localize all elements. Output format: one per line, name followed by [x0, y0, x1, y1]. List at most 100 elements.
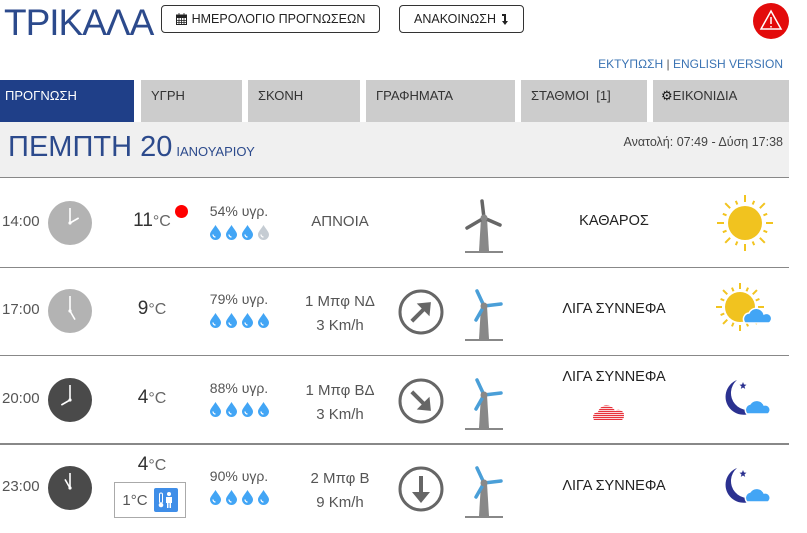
humidity: 54% υγρ. [199, 203, 279, 243]
feels-like-box: 1°C [114, 482, 186, 518]
tab-stations[interactable]: ΣΤΑΘΜΟΙ [1] [521, 80, 647, 122]
tab-wet[interactable]: ΥΓΡΗ [141, 80, 242, 122]
temperature: 9°C [117, 298, 187, 320]
forecast-calendar-button[interactable]: ΗΜΕΡΟΛΟΓΙΟ ΠΡΟΓΝΩΣΕΩΝ [161, 5, 380, 33]
temperature-unit: °C [152, 213, 171, 230]
tab-icons[interactable]: ⚙ΕΙΚΟΝΙΔΙΑ [653, 80, 789, 122]
wind: 1 Μπφ ΝΔ 3 Km/h [285, 290, 395, 338]
forecast-time: 14:00 [2, 213, 40, 230]
tab-forecast[interactable]: ΠΡΟΓΝΩΣΗ [0, 80, 134, 122]
wind-strength: 1 Μπφ ΝΔ [305, 293, 375, 310]
humidity-drop-icon [241, 313, 254, 331]
feels-like-thermometer-person-icon [153, 488, 178, 512]
top-links: ΕΚΤΥΠΩΣΗ | ENGLISH VERSION [598, 57, 783, 71]
humidity-drops [199, 490, 279, 508]
tab-dust[interactable]: ΣΚΟΝΗ [248, 80, 360, 122]
gear-icon: ⚙ [661, 88, 673, 103]
temperature: 4°C [117, 387, 187, 409]
clock-icon [47, 288, 93, 339]
tab-label: ΓΡΑΦΗΜΑΤΑ [376, 88, 454, 103]
forecast-row: 14:00 11°C 54% υγρ. ΑΠΝΟΙΑ ΚΑΘΑΡΟΣ [0, 180, 789, 268]
wind-turbine-icon [463, 463, 505, 524]
arrow-down-icon [501, 13, 508, 25]
warning-triangle-icon [759, 9, 783, 30]
forecast-time: 17:00 [2, 301, 40, 318]
humidity-drop-icon [241, 225, 254, 243]
tab-label: ΥΓΡΗ [151, 88, 185, 103]
wind-direction-arrow-icon [398, 466, 444, 517]
wind-speed: 3 Km/h [316, 317, 364, 334]
humidity-drop-icon [209, 490, 222, 508]
clock-icon [47, 377, 93, 428]
sun-icon [715, 193, 775, 258]
calendar-button-label: ΗΜΕΡΟΛΟΓΙΟ ΠΡΟΓΝΩΣΕΩΝ [191, 12, 366, 26]
weather-description: ΛΙΓΑ ΣΥΝΝΕΦΑ [562, 478, 666, 494]
humidity: 88% υγρ. [199, 380, 279, 420]
sun-cloud-icon [715, 281, 775, 346]
month-label: ΙΑΝΟΥΑΡΙΟΥ [176, 144, 255, 159]
humidity-drops [199, 225, 279, 243]
forecast-row: 17:00 9°C 79% υγρ. 1 Μπφ ΝΔ 3 Km/h ΛΙΓΑ Σ… [0, 268, 789, 356]
wind-speed: 9 Km/h [316, 494, 364, 511]
humidity-drop-icon [257, 313, 270, 331]
day-title: ΠΕΜΠΤΗ 20 ΙΑΝΟΥΑΡΙΟΥ [8, 131, 255, 164]
wind-strength: 2 Μπφ Β [310, 470, 370, 487]
tab-label: ΕΙΚΟΝΙΔΙΑ [672, 88, 738, 103]
humidity-drop-icon [209, 402, 222, 420]
alert-button[interactable] [753, 3, 789, 39]
temperature-unit: °C [148, 457, 167, 474]
forecast-row: 23:00 4°C 1°C 90% υγρ. 2 Μπφ Β 9 Km/h ΛΙΓ… [0, 445, 789, 533]
temperature-value: 11 [133, 210, 153, 231]
forecast-time: 20:00 [2, 390, 40, 407]
humidity-drops [199, 402, 279, 420]
temperature-unit: °C [148, 301, 167, 318]
wind-turbine-icon [463, 286, 505, 347]
forecast-time: 23:00 [2, 478, 40, 495]
moon-cloud-icon [715, 370, 775, 435]
humidity-drops [199, 313, 279, 331]
wind-speed: 3 Km/h [316, 406, 364, 423]
temperature-value: 4 [137, 387, 149, 408]
humidity-text: 79% υγρ. [209, 291, 269, 307]
humidity: 79% υγρ. [199, 291, 279, 331]
clock-icon [47, 465, 93, 516]
alert-dot[interactable] [175, 205, 188, 218]
humidity-drop-icon [225, 402, 238, 420]
wind: 1 Μπφ ΒΔ 3 Km/h [285, 379, 395, 427]
tab-label: ΠΡΟΓΝΩΣΗ [5, 88, 77, 103]
day-label: ΠΕΜΠΤΗ 20 [8, 131, 173, 163]
forecast-row: 20:00 4°C 88% υγρ. 1 Μπφ ΒΔ 3 Km/h ΛΙΓΑ Σ… [0, 357, 789, 445]
tab-charts[interactable]: ΓΡΑΦΗΜΑΤΑ [366, 80, 515, 122]
feels-like-value: 1°C [122, 491, 148, 509]
humidity-drop-icon [241, 402, 254, 420]
wind: ΑΠΝΟΙΑ [285, 210, 395, 234]
sunrise-sunset: Ανατολή: 07:49 - Δύση 17:38 [623, 135, 783, 149]
temperature-value: 9 [137, 298, 149, 319]
weather-description: ΚΑΘΑΡΟΣ [579, 213, 649, 229]
humidity-drop-icon [225, 225, 238, 243]
weather-description: ΛΙΓΑ ΣΥΝΝΕΦΑ [562, 301, 666, 317]
tab-label: ΣΤΑΘΜΟΙ [1] [531, 88, 611, 103]
humidity-drop-icon [257, 225, 270, 243]
wind-strength: ΑΠΝΟΙΑ [311, 213, 369, 230]
announcement-button-label: ΑΝΑΚΟΙΝΩΣΗ [414, 12, 496, 26]
link-separator: | [666, 57, 670, 71]
temperature: 4°C [117, 454, 187, 476]
humidity-text: 54% υγρ. [209, 203, 269, 219]
announcement-button[interactable]: ΑΝΑΚΟΙΝΩΣΗ [399, 5, 524, 33]
moon-cloud-icon [715, 458, 775, 523]
print-link[interactable]: ΕΚΤΥΠΩΣΗ [598, 57, 664, 71]
date-header [0, 122, 789, 178]
wind-direction-arrow-icon [398, 289, 444, 340]
tab-label: ΣΚΟΝΗ [258, 88, 304, 103]
humidity-drop-icon [225, 313, 238, 331]
calendar-icon [175, 13, 187, 25]
clock-icon [47, 200, 93, 251]
temperature-unit: °C [148, 390, 167, 407]
english-version-link[interactable]: ENGLISH VERSION [672, 57, 783, 71]
temperature: 11°C [117, 210, 187, 232]
wind-turbine-icon [463, 375, 505, 436]
humidity-drop-icon [209, 313, 222, 331]
humidity-text: 90% υγρ. [209, 468, 269, 484]
humidity-drop-icon [257, 402, 270, 420]
